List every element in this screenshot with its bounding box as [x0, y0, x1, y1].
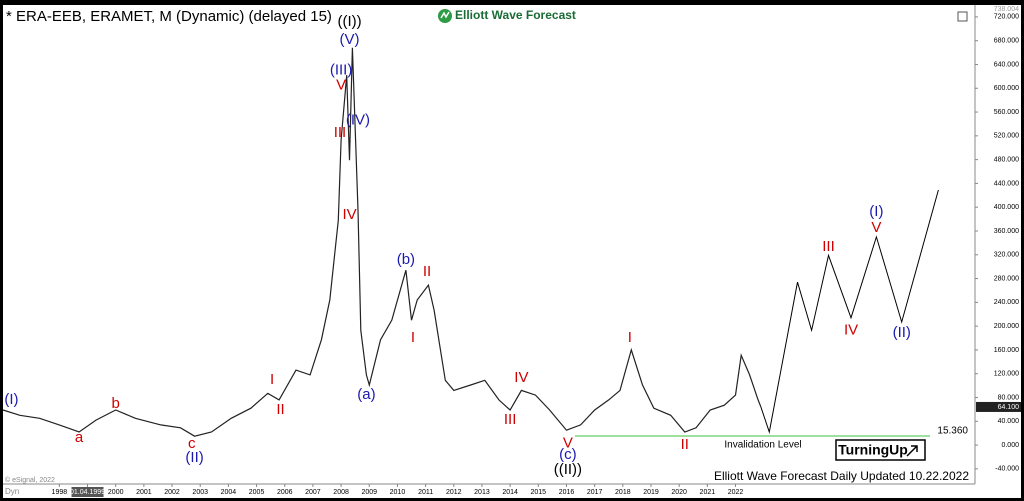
x-tick-label: 2011 [418, 489, 433, 496]
y-tick-label: 440.000 [994, 180, 1019, 187]
x-tick-label: 2002 [164, 489, 180, 496]
wave-label: (II) [185, 449, 203, 466]
x-tick-label: 2009 [361, 489, 377, 496]
y-tick-label: 320.000 [994, 252, 1019, 259]
badge: TurningUp [838, 442, 908, 458]
y-tick-label: 480.000 [994, 156, 1019, 163]
x-tick-label: 2019 [643, 489, 659, 496]
wave-label: V [563, 434, 573, 451]
wave-label: (b) [397, 251, 415, 268]
interval-label: Dyn [5, 487, 19, 496]
footer: Elliott Wave Forecast Daily Updated 10.2… [714, 469, 969, 483]
x-tick-label: 2016 [559, 489, 575, 496]
wave-label: IV [514, 369, 528, 386]
wave-label: V [871, 219, 881, 236]
y-tick-label: 400.000 [994, 204, 1019, 211]
settings-icon[interactable] [957, 11, 968, 22]
copyright: © eSignal, 2022 [5, 476, 55, 484]
wave-label: (IV) [346, 111, 370, 128]
wave-label: II [681, 436, 689, 453]
x-tick-label: 2010 [390, 489, 406, 496]
invalidation-value: 15.360 [937, 426, 968, 437]
wave-label: (I) [4, 391, 18, 408]
chart-title: * ERA-EEB, ERAMET, M (Dynamic) (delayed … [6, 8, 332, 25]
y-tick-label: 80.000 [998, 394, 1020, 401]
wave-label: I [411, 329, 415, 346]
x-tick-label: 2021 [700, 489, 716, 496]
wave-label: (III) [330, 61, 353, 78]
wave-label: III [822, 238, 835, 255]
y-tick-label: 720.000 [994, 14, 1019, 21]
wave-label: II [276, 401, 284, 418]
wave-label: III [334, 124, 347, 141]
x-tick-label: 2012 [446, 489, 462, 496]
x-tick-label: 2004 [221, 489, 237, 496]
wave-label: I [270, 371, 274, 388]
wave-label: a [75, 429, 84, 446]
x-tick-label: 2008 [333, 489, 349, 496]
wave-label: IV [342, 206, 356, 223]
x-tick-label: 2001 [136, 489, 152, 496]
x-tick-label: 2006 [277, 489, 293, 496]
x-tick-label: 2003 [192, 489, 208, 496]
wave-label: (II) [893, 324, 911, 341]
x-tick-label: 2000 [108, 489, 124, 496]
x-tick-label: 2020 [671, 489, 687, 496]
price-line [760, 189, 939, 434]
badge-arrow [906, 445, 918, 457]
y-tick-label: 600.000 [994, 85, 1019, 92]
cursor-label-box [71, 487, 104, 497]
wave-label: b [112, 395, 120, 412]
x-tick-label: 2018 [615, 489, 631, 496]
wave-label: ((II)) [554, 461, 582, 478]
y-tick-label: 360.000 [994, 228, 1019, 235]
last-price-label: 64.100 [998, 404, 1020, 411]
logo-icon-wave [440, 11, 450, 19]
y-tick-label: 640.000 [994, 61, 1019, 68]
high-label: 738.004 [994, 6, 1019, 13]
x-tick-label: 2015 [531, 489, 547, 496]
x-tick-label: 2014 [502, 489, 518, 496]
y-tick-label: 240.000 [994, 299, 1019, 306]
x-tick-label: 2007 [305, 489, 321, 496]
wave-label: (a) [357, 386, 375, 403]
x-tick-label: 2013 [474, 489, 490, 496]
y-tick-label: 40.000 [998, 418, 1020, 425]
y-tick-label: 200.000 [994, 323, 1019, 330]
wave-label: ((I)) [337, 13, 361, 30]
logo: Elliott Wave Forecast [455, 8, 576, 22]
cursor-label: 01.04.1999 [70, 489, 105, 496]
background [3, 5, 1021, 498]
wave-label: c [188, 435, 196, 452]
wave-label: I [628, 329, 632, 346]
wave-label: II [423, 263, 431, 280]
price-line [2, 47, 762, 437]
y-tick-label: 160.000 [994, 347, 1019, 354]
x-tick-label: 2005 [249, 489, 265, 496]
y-tick-label: 560.000 [994, 109, 1019, 116]
y-tick-label: 680.000 [994, 38, 1019, 45]
wave-label: V [336, 76, 346, 93]
y-tick-label: 280.000 [994, 275, 1019, 282]
last-price-box [976, 401, 1021, 412]
x-tick-label: 1998 [52, 489, 68, 496]
wave-label: III [504, 411, 517, 428]
y-tick-label: 520.000 [994, 133, 1019, 140]
y-tick-label: 0.000 [1001, 442, 1019, 449]
y-tick-label: 120.000 [994, 371, 1019, 378]
badge-box [835, 439, 926, 461]
y-tick-label: -40.000 [995, 466, 1019, 473]
wave-label: (c) [559, 446, 577, 463]
wave-label: IV [844, 321, 858, 338]
x-tick-label: 2017 [587, 489, 603, 496]
invalidation-text: Invalidation Level [724, 440, 801, 451]
x-tick-label: 2022 [728, 489, 744, 496]
wave-label: (I) [869, 203, 883, 220]
wave-label: (V) [340, 31, 360, 48]
